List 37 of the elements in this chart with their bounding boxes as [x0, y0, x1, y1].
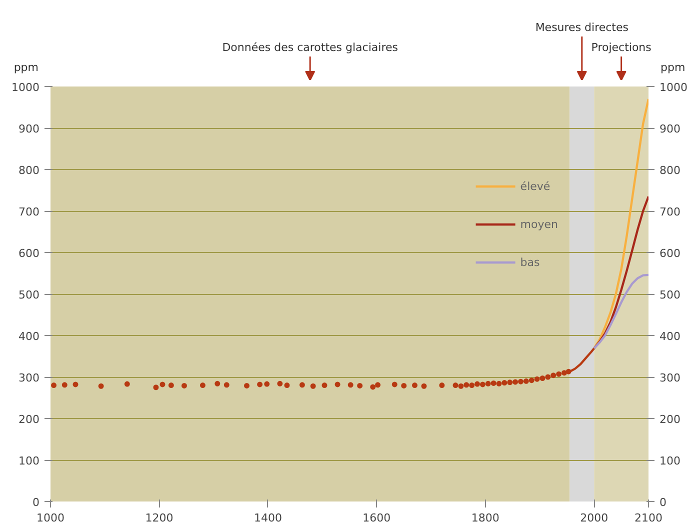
x-tick-label: 1400: [254, 512, 282, 524]
y2-tick-label: 500: [660, 288, 680, 302]
x-tick-label: 1800: [471, 512, 500, 524]
y2-tick-label: 0: [660, 496, 666, 509]
legend-label: bas: [520, 256, 540, 268]
y2-tick-label: 1000: [660, 81, 688, 94]
y2-tick-label: 800: [660, 164, 680, 177]
legend-label: élevé: [520, 180, 550, 192]
y-tick-label: 400: [18, 330, 40, 343]
band-label: Mesures directes: [535, 21, 629, 34]
x-tick-label: 1000: [36, 512, 65, 524]
y-tick-label: 900: [18, 122, 40, 136]
y-axis-title: ppm: [14, 61, 39, 74]
band-label: Données des carottes glaciaires: [222, 41, 398, 54]
y2-tick-label: 100: [660, 454, 680, 468]
legend-label: moyen: [520, 218, 558, 230]
y2-tick-label: 400: [660, 330, 680, 343]
y-tick-label: 700: [18, 206, 40, 218]
y2-tick-label: 300: [660, 372, 680, 384]
y-tick-label: 300: [18, 372, 40, 384]
y2-axis-title: ppm: [660, 61, 686, 74]
y2-tick-label: 200: [660, 413, 680, 426]
x-tick-label: 2000: [580, 512, 608, 524]
x-tick-label: 1200: [145, 512, 174, 524]
band-label: Projections: [591, 41, 652, 54]
y-tick-label: 200: [18, 413, 40, 426]
y-tick-label: 500: [18, 288, 40, 302]
y-tick-label: 0: [32, 496, 40, 509]
y-tick-label: 100: [18, 454, 40, 468]
y-tick-label: 800: [18, 164, 40, 177]
x-tick-label: 1600: [362, 512, 391, 524]
y-tick-label: 600: [18, 247, 40, 260]
y-tick-label: 1000: [12, 81, 40, 94]
y2-tick-label: 700: [660, 206, 680, 218]
y2-tick-label: 600: [660, 247, 680, 260]
x-tick-label: 2100: [634, 512, 663, 524]
y2-tick-label: 900: [660, 122, 680, 136]
